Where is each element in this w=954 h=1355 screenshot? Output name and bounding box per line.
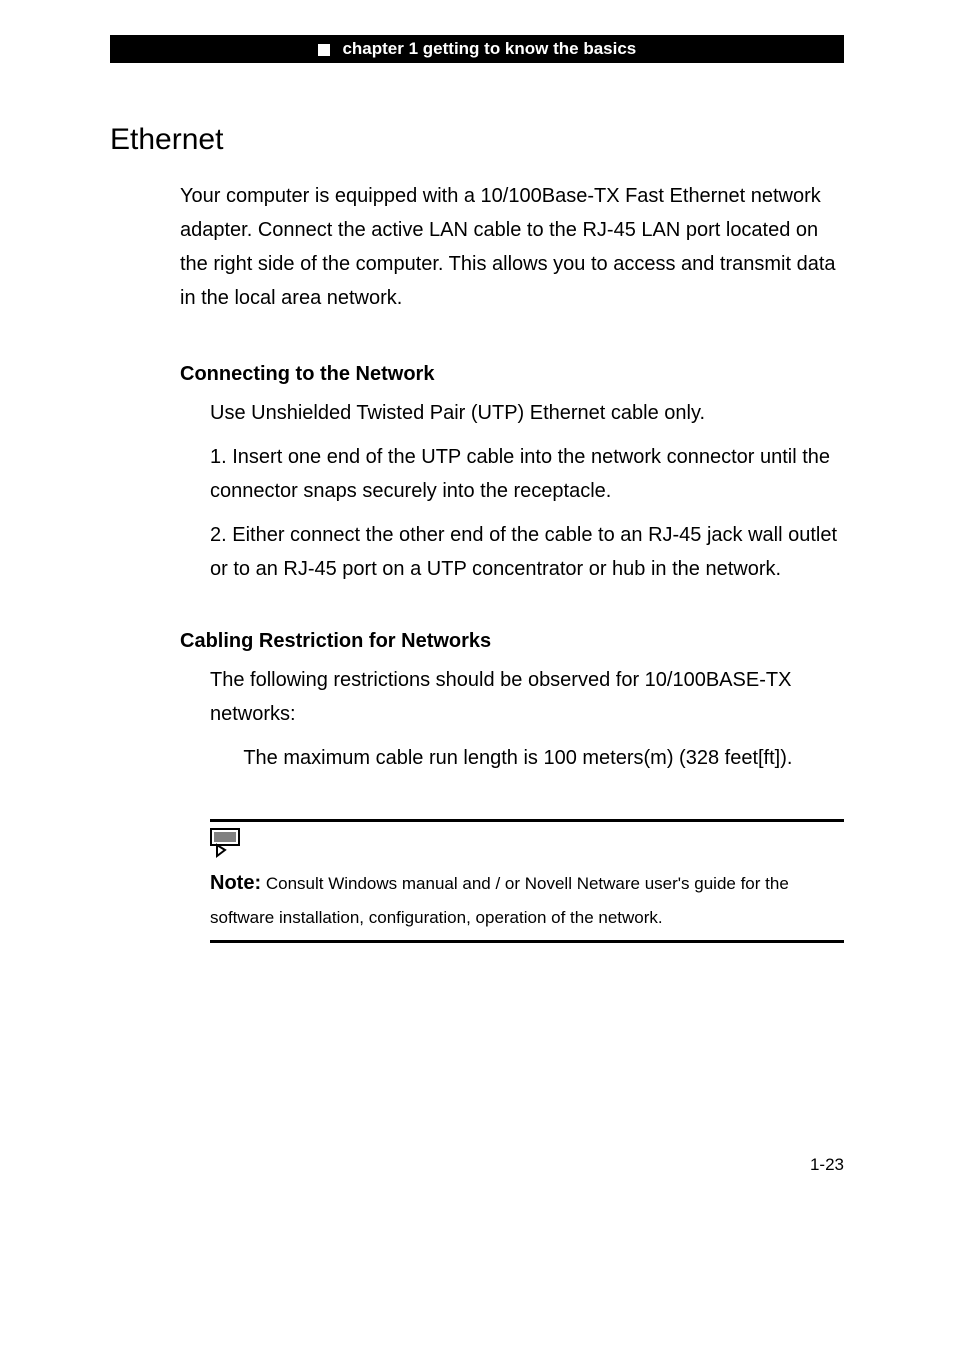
section-cabling: Cabling Restriction for Networks The fol… <box>110 630 844 775</box>
intro-paragraph: Your computer is equipped with a 10/100B… <box>180 179 844 315</box>
note-top-rule <box>210 819 844 822</box>
note-icon <box>210 828 244 858</box>
note-label: Note: <box>210 872 261 894</box>
cabling-line2: The maximum cable run length is 100 mete… <box>210 741 844 775</box>
page-title: Ethernet <box>110 123 844 157</box>
connecting-line2: 1. Insert one end of the UTP cable into … <box>210 440 844 508</box>
cabling-line1: The following restrictions should be obs… <box>210 663 844 731</box>
note-text: Note: Consult Windows manual and / or No… <box>210 864 844 934</box>
connecting-heading: Connecting to the Network <box>180 363 844 386</box>
note-body: Consult Windows manual and / or Novell N… <box>210 874 789 927</box>
chapter-header: chapter 1 getting to know the basics <box>110 35 844 63</box>
cabling-heading: Cabling Restriction for Networks <box>180 630 844 653</box>
page-number: 1-23 <box>810 1155 844 1175</box>
connecting-line1: Use Unshielded Twisted Pair (UTP) Ethern… <box>210 396 844 430</box>
section-connecting: Connecting to the Network Use Unshielded… <box>110 363 844 586</box>
note-box: Note: Consult Windows manual and / or No… <box>210 819 844 943</box>
note-bottom-rule <box>210 940 844 943</box>
chapter-header-text: chapter 1 getting to know the basics <box>342 39 636 58</box>
connecting-line3: 2. Either connect the other end of the c… <box>210 518 844 586</box>
square-marker-icon <box>318 44 330 56</box>
